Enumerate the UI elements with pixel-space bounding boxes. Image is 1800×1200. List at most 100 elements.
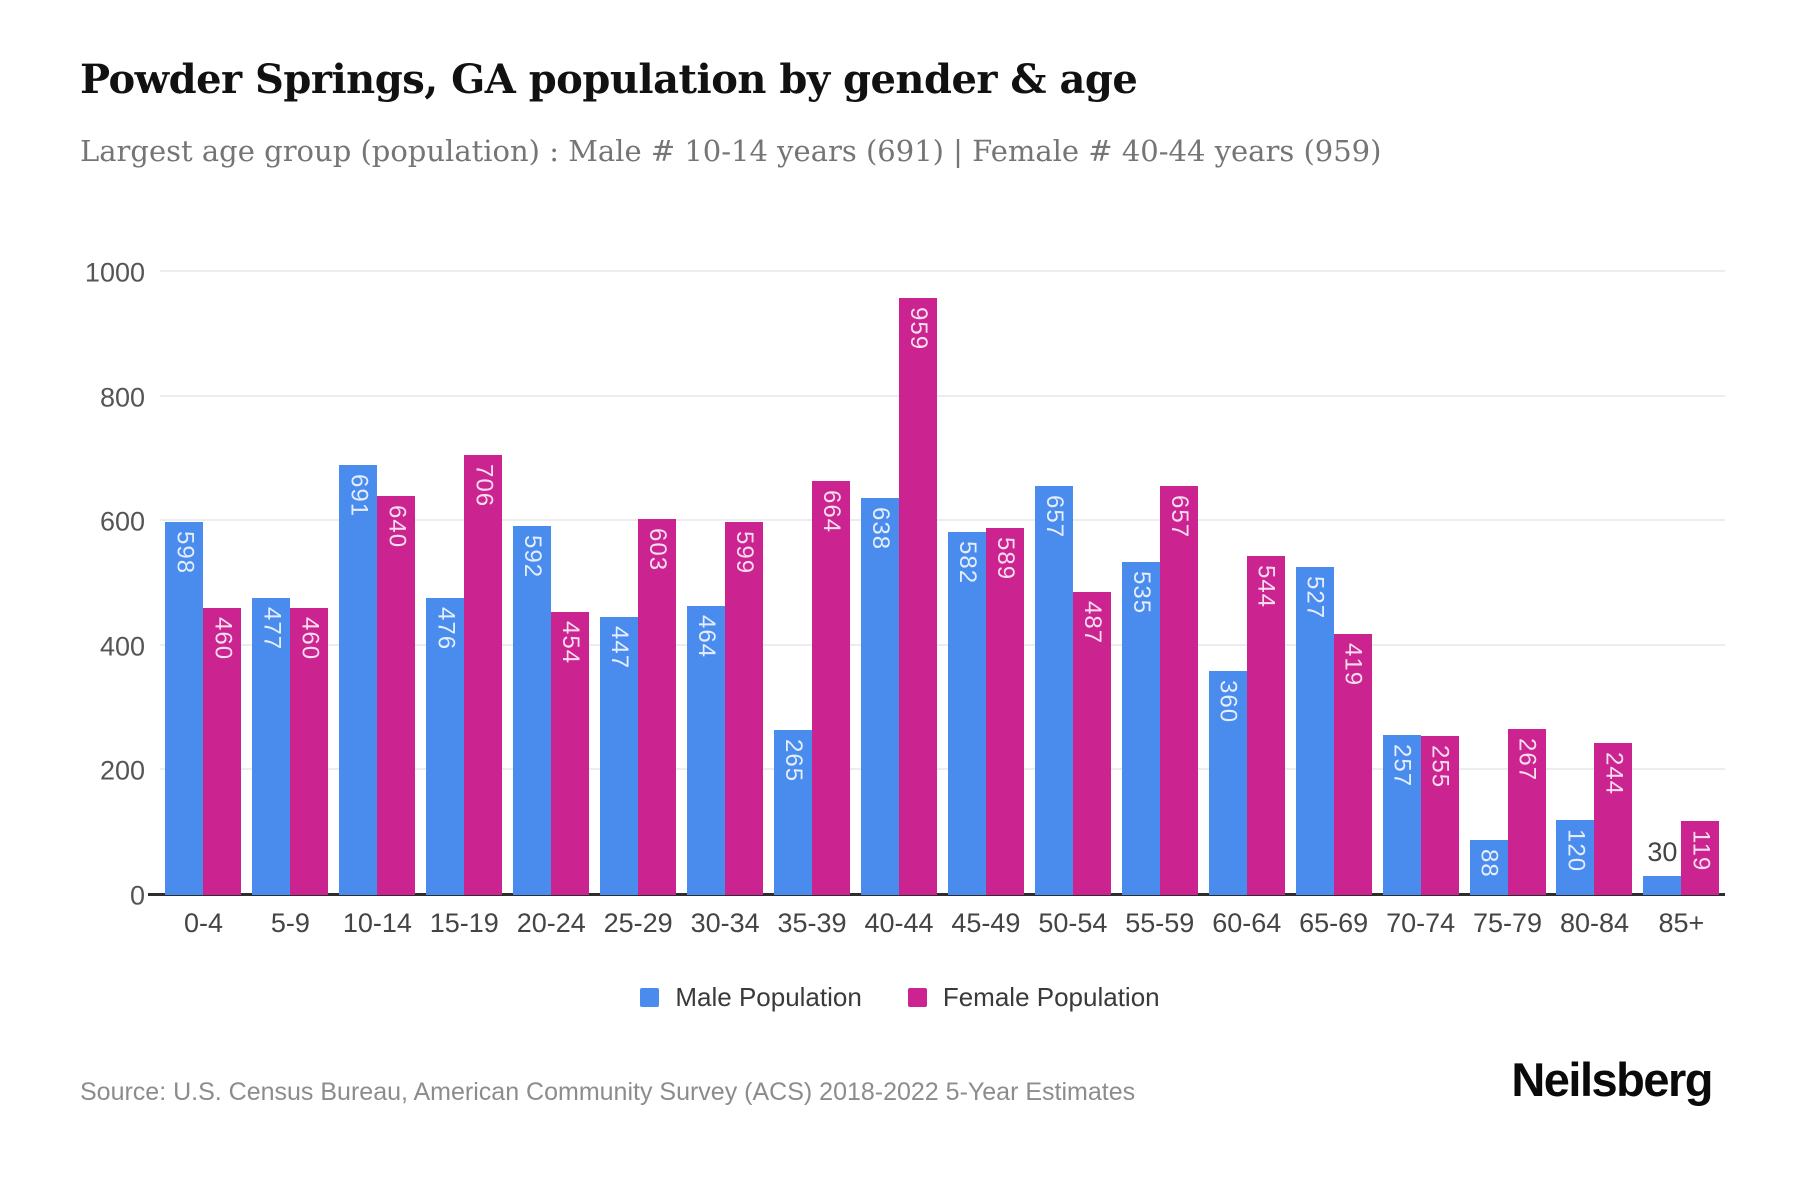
bar-female-10-14[interactable]: 640 — [377, 496, 416, 895]
bar-group-70-74: 257 255 — [1377, 272, 1464, 895]
bar-female-20-24[interactable]: 454 — [551, 612, 590, 895]
bar-female-30-34[interactable]: 599 — [725, 521, 764, 895]
x-label-75-79: 75-79 — [1473, 908, 1543, 938]
bar-male-75-79[interactable]: 88 — [1469, 840, 1508, 895]
bar-female-75-79[interactable]: 267 — [1507, 728, 1546, 895]
chart-title: Powder Springs, GA population by gender … — [80, 56, 1138, 103]
bar-female-5-9[interactable]: 460 — [290, 608, 329, 895]
bar-male-70-74[interactable]: 257 — [1382, 734, 1421, 895]
bar-group-25-29: 447 603 — [595, 272, 682, 895]
x-label-20-24: 20-24 — [516, 908, 586, 938]
x-label-80-84: 80-84 — [1559, 908, 1629, 938]
bar-value-label: 598 — [171, 531, 199, 575]
bar-male-20-24[interactable]: 592 — [513, 526, 552, 895]
bar-value-label: 265 — [780, 738, 808, 782]
bar-value-label: 30 — [1647, 837, 1678, 868]
bar-value-label: 360 — [1214, 679, 1242, 723]
bar-male-45-49[interactable]: 582 — [947, 532, 986, 895]
bar-value-label: 664 — [818, 490, 846, 534]
bar-value-label: 476 — [432, 607, 460, 651]
bar-male-55-59[interactable]: 535 — [1121, 561, 1160, 895]
x-label-5-9: 5-9 — [270, 908, 310, 938]
bar-value-label: 603 — [644, 528, 672, 572]
y-tick-label: 1000 — [84, 257, 145, 288]
bar-group-20-24: 592 454 — [508, 272, 595, 895]
bar-male-80-84[interactable]: 120 — [1556, 820, 1595, 895]
bar-female-35-39[interactable]: 664 — [812, 481, 851, 895]
bar-female-50-54[interactable]: 487 — [1072, 591, 1111, 895]
bar-male-40-44[interactable]: 638 — [860, 497, 899, 895]
bar-male-15-19[interactable]: 476 — [426, 598, 465, 895]
x-label-15-19: 15-19 — [429, 908, 499, 938]
bar-value-label: 88 — [1475, 849, 1503, 878]
legend-item-male[interactable]: Male Population — [640, 982, 862, 1013]
bar-female-70-74[interactable]: 255 — [1420, 736, 1459, 895]
plot-area: 0 200 400 600 800 1000 598 460 477 460 691 640 476 70… — [85, 258, 1725, 911]
bar-male-10-14[interactable]: 691 — [339, 464, 378, 895]
bar-value-label: 527 — [1301, 575, 1329, 619]
bar-female-40-44[interactable]: 959 — [898, 297, 937, 895]
x-label-35-39: 35-39 — [777, 908, 847, 938]
bar-male-60-64[interactable]: 360 — [1208, 670, 1247, 895]
bar-group-10-14: 691 640 — [334, 272, 421, 895]
x-label-10-14: 10-14 — [342, 908, 412, 938]
bar-value-label: 255 — [1426, 745, 1454, 789]
x-label-70-74: 70-74 — [1386, 908, 1456, 938]
x-label-25-29: 25-29 — [603, 908, 673, 938]
bar-group-55-59: 535 657 — [1116, 272, 1203, 895]
gridline-800 — [160, 394, 1725, 397]
source-note: Source: U.S. Census Bureau, American Com… — [80, 1078, 1136, 1106]
bar-value-label: 119 — [1687, 829, 1715, 872]
bar-value-label: 706 — [470, 464, 498, 508]
bar-female-0-4[interactable]: 460 — [203, 608, 242, 895]
x-axis-labels: 0-4 5-9 10-14 15-19 20-24 25-29 30-34 35-39 40-4… — [160, 908, 1725, 939]
y-tick-label: 800 — [99, 382, 145, 413]
bar-group-50-54: 657 487 — [1029, 272, 1116, 895]
bar-female-55-59[interactable]: 657 — [1159, 485, 1198, 895]
bar-value-label: 477 — [258, 606, 286, 650]
bar-group-60-64: 360 544 — [1203, 272, 1290, 895]
bar-male-0-4[interactable]: 598 — [165, 522, 204, 895]
bar-value-label: 460 — [296, 617, 324, 661]
bar-value-label: 257 — [1388, 743, 1416, 787]
bar-value-label: 454 — [557, 621, 585, 665]
bar-group-85+: 30 119 — [1638, 272, 1725, 895]
bar-value-label: 244 — [1600, 752, 1628, 796]
bar-male-85+[interactable]: 30 — [1643, 837, 1682, 895]
bar-value-label: 592 — [519, 535, 547, 579]
bar-value-label: 589 — [991, 537, 1019, 581]
y-tick-label: 0 — [129, 880, 145, 911]
bar-female-65-69[interactable]: 419 — [1333, 633, 1372, 895]
bar-value-label: 959 — [904, 306, 932, 350]
y-tick-label: 600 — [99, 506, 145, 537]
bar-male-25-29[interactable]: 447 — [600, 616, 639, 895]
bar-female-80-84[interactable]: 244 — [1594, 743, 1633, 895]
bar-value-label: 464 — [693, 614, 721, 658]
bar-male-50-54[interactable]: 657 — [1034, 485, 1073, 895]
bar-group-15-19: 476 706 — [421, 272, 508, 895]
bar-group-80-84: 120 244 — [1551, 272, 1638, 895]
bar-female-45-49[interactable]: 589 — [985, 528, 1024, 895]
bar-value-label: 447 — [606, 625, 634, 669]
bar-value-label: 544 — [1252, 565, 1280, 609]
legend-label: Female Population — [942, 982, 1160, 1012]
bar-male-35-39[interactable]: 265 — [774, 729, 813, 895]
legend-label: Male Population — [675, 982, 862, 1012]
bar-female-85+[interactable]: 119 — [1681, 820, 1720, 895]
bar-female-25-29[interactable]: 603 — [638, 519, 677, 895]
legend-swatch-male-icon — [640, 988, 660, 1007]
x-label-65-69: 65-69 — [1299, 908, 1369, 938]
bar-male-30-34[interactable]: 464 — [687, 605, 726, 895]
bar-value-label: 460 — [209, 617, 237, 661]
legend-item-female[interactable]: Female Population — [907, 982, 1160, 1013]
x-label-40-44: 40-44 — [864, 908, 934, 938]
neilsberg-logo: Neilsberg — [1511, 1053, 1713, 1106]
bar-group-5-9: 477 460 — [247, 272, 334, 895]
legend: Male Population Female Population — [0, 982, 1800, 1013]
bar-female-15-19[interactable]: 706 — [464, 455, 503, 895]
x-label-60-64: 60-64 — [1212, 908, 1282, 938]
bar-male-65-69[interactable]: 527 — [1295, 566, 1334, 895]
bar-male-5-9[interactable]: 477 — [252, 597, 291, 895]
bar-female-60-64[interactable]: 544 — [1246, 556, 1285, 895]
